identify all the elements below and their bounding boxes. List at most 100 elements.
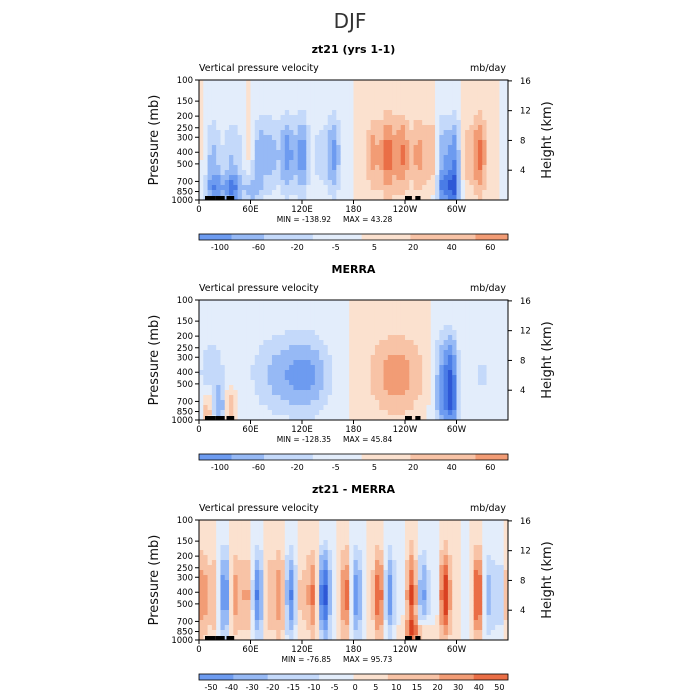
x-tick-label: 0: [196, 205, 201, 215]
heatmap-cell: [392, 100, 397, 106]
heatmap-cell: [405, 575, 410, 581]
heatmap-cell: [430, 145, 436, 151]
heatmap-cell: [362, 370, 367, 376]
heatmap-cell: [490, 335, 496, 341]
heatmap-cell: [271, 630, 277, 636]
heatmap-cell: [400, 390, 406, 396]
heatmap-cell: [482, 130, 487, 136]
heatmap-cell: [233, 360, 239, 366]
heatmap-cell: [430, 165, 436, 171]
heatmap-cell: [495, 385, 500, 391]
heatmap-cell: [405, 545, 410, 551]
heatmap-cell: [254, 330, 260, 336]
heatmap-cell: [430, 390, 436, 396]
heatmap-cell: [267, 550, 273, 556]
heatmap-cell: [250, 185, 256, 191]
heatmap-cell: [276, 405, 281, 411]
heatmap-cell: [250, 90, 256, 96]
heatmap-cell: [233, 615, 239, 621]
heatmap-cell: [241, 310, 247, 316]
heatmap-cell: [310, 90, 316, 96]
heatmap-cell: [246, 545, 251, 551]
heatmap-cell: [430, 140, 436, 146]
heatmap-cell: [250, 345, 256, 351]
heatmap-cell: [417, 125, 423, 131]
heatmap-cell: [422, 400, 427, 406]
heatmap-cell: [306, 415, 311, 421]
heatmap-cell: [246, 140, 251, 146]
heatmap-cell: [447, 310, 453, 316]
colorbar-tick-label: 20: [408, 463, 418, 472]
heatmap-cell: [259, 130, 264, 136]
heatmap-cell: [503, 140, 509, 146]
heatmap-cell: [297, 305, 303, 311]
heatmap-cell: [383, 390, 389, 396]
heatmap-cell: [263, 175, 269, 181]
heatmap-cell: [271, 405, 277, 411]
heatmap-cell: [267, 170, 273, 176]
heatmap-cell: [503, 175, 509, 181]
heatmap-cell: [319, 365, 324, 371]
heatmap-cell: [237, 100, 243, 106]
heatmap-cell: [211, 520, 217, 526]
heatmap-cell: [379, 605, 384, 611]
heatmap-cell: [413, 615, 419, 621]
heatmap-cell: [503, 165, 509, 171]
heatmap-cell: [387, 330, 393, 336]
heatmap-cell: [473, 115, 479, 121]
heatmap-cell: [469, 400, 475, 406]
heatmap-cell: [344, 400, 350, 406]
heatmap-cell: [383, 545, 389, 551]
heatmap-cell: [400, 185, 406, 191]
heatmap-cell: [349, 530, 354, 536]
heatmap-cell: [203, 585, 208, 591]
heatmap-cell: [293, 120, 299, 126]
heatmap-cell: [332, 80, 337, 86]
heatmap-cell: [332, 605, 337, 611]
heatmap-cell: [362, 610, 367, 616]
heatmap-cell: [319, 630, 324, 636]
heatmap-cell: [370, 560, 376, 566]
heatmap-cell: [387, 100, 393, 106]
heatmap-cell: [224, 325, 230, 331]
heatmap-cell: [259, 545, 264, 551]
heatmap-cell: [310, 610, 316, 616]
x-tick-label: 120E: [291, 425, 313, 435]
heatmap-cell: [220, 355, 226, 361]
heatmap-cell: [267, 155, 273, 161]
heatmap-cell: [323, 185, 329, 191]
heatmap-cell: [237, 390, 243, 396]
heatmap-cell: [499, 380, 505, 386]
heatmap-cell: [477, 400, 483, 406]
heatmap-cell: [237, 145, 243, 151]
heatmap-cell: [379, 140, 384, 146]
heatmap-cell: [250, 580, 256, 586]
heatmap-cell: [271, 365, 277, 371]
y-tick-label: 100: [177, 76, 193, 86]
heatmap-cell: [370, 390, 376, 396]
heatmap-cell: [370, 415, 376, 421]
heatmap-cell: [199, 105, 204, 111]
heatmap-cell: [302, 80, 307, 86]
heatmap-cell: [323, 130, 329, 136]
heatmap-cell: [237, 155, 243, 161]
heatmap-cell: [297, 95, 303, 101]
heatmap-cell: [216, 520, 221, 526]
heatmap-cell: [216, 530, 221, 536]
heatmap-cell: [413, 365, 419, 371]
heatmap-cell: [435, 580, 440, 586]
heatmap-cell: [387, 415, 393, 421]
heatmap-cell: [413, 580, 419, 586]
heatmap-cell: [374, 605, 380, 611]
heatmap-cell: [259, 85, 264, 91]
heatmap-cell: [490, 405, 496, 411]
heatmap-cell: [203, 165, 208, 171]
heatmap-cell: [430, 635, 436, 641]
heatmap-cell: [366, 315, 372, 321]
heatmap-cell: [306, 610, 311, 616]
heatmap-cell: [220, 385, 226, 391]
heatmap-cell: [237, 520, 243, 526]
y-tick-label: 200: [177, 332, 193, 342]
heatmap-cell: [203, 405, 208, 411]
heatmap-cell: [383, 315, 389, 321]
